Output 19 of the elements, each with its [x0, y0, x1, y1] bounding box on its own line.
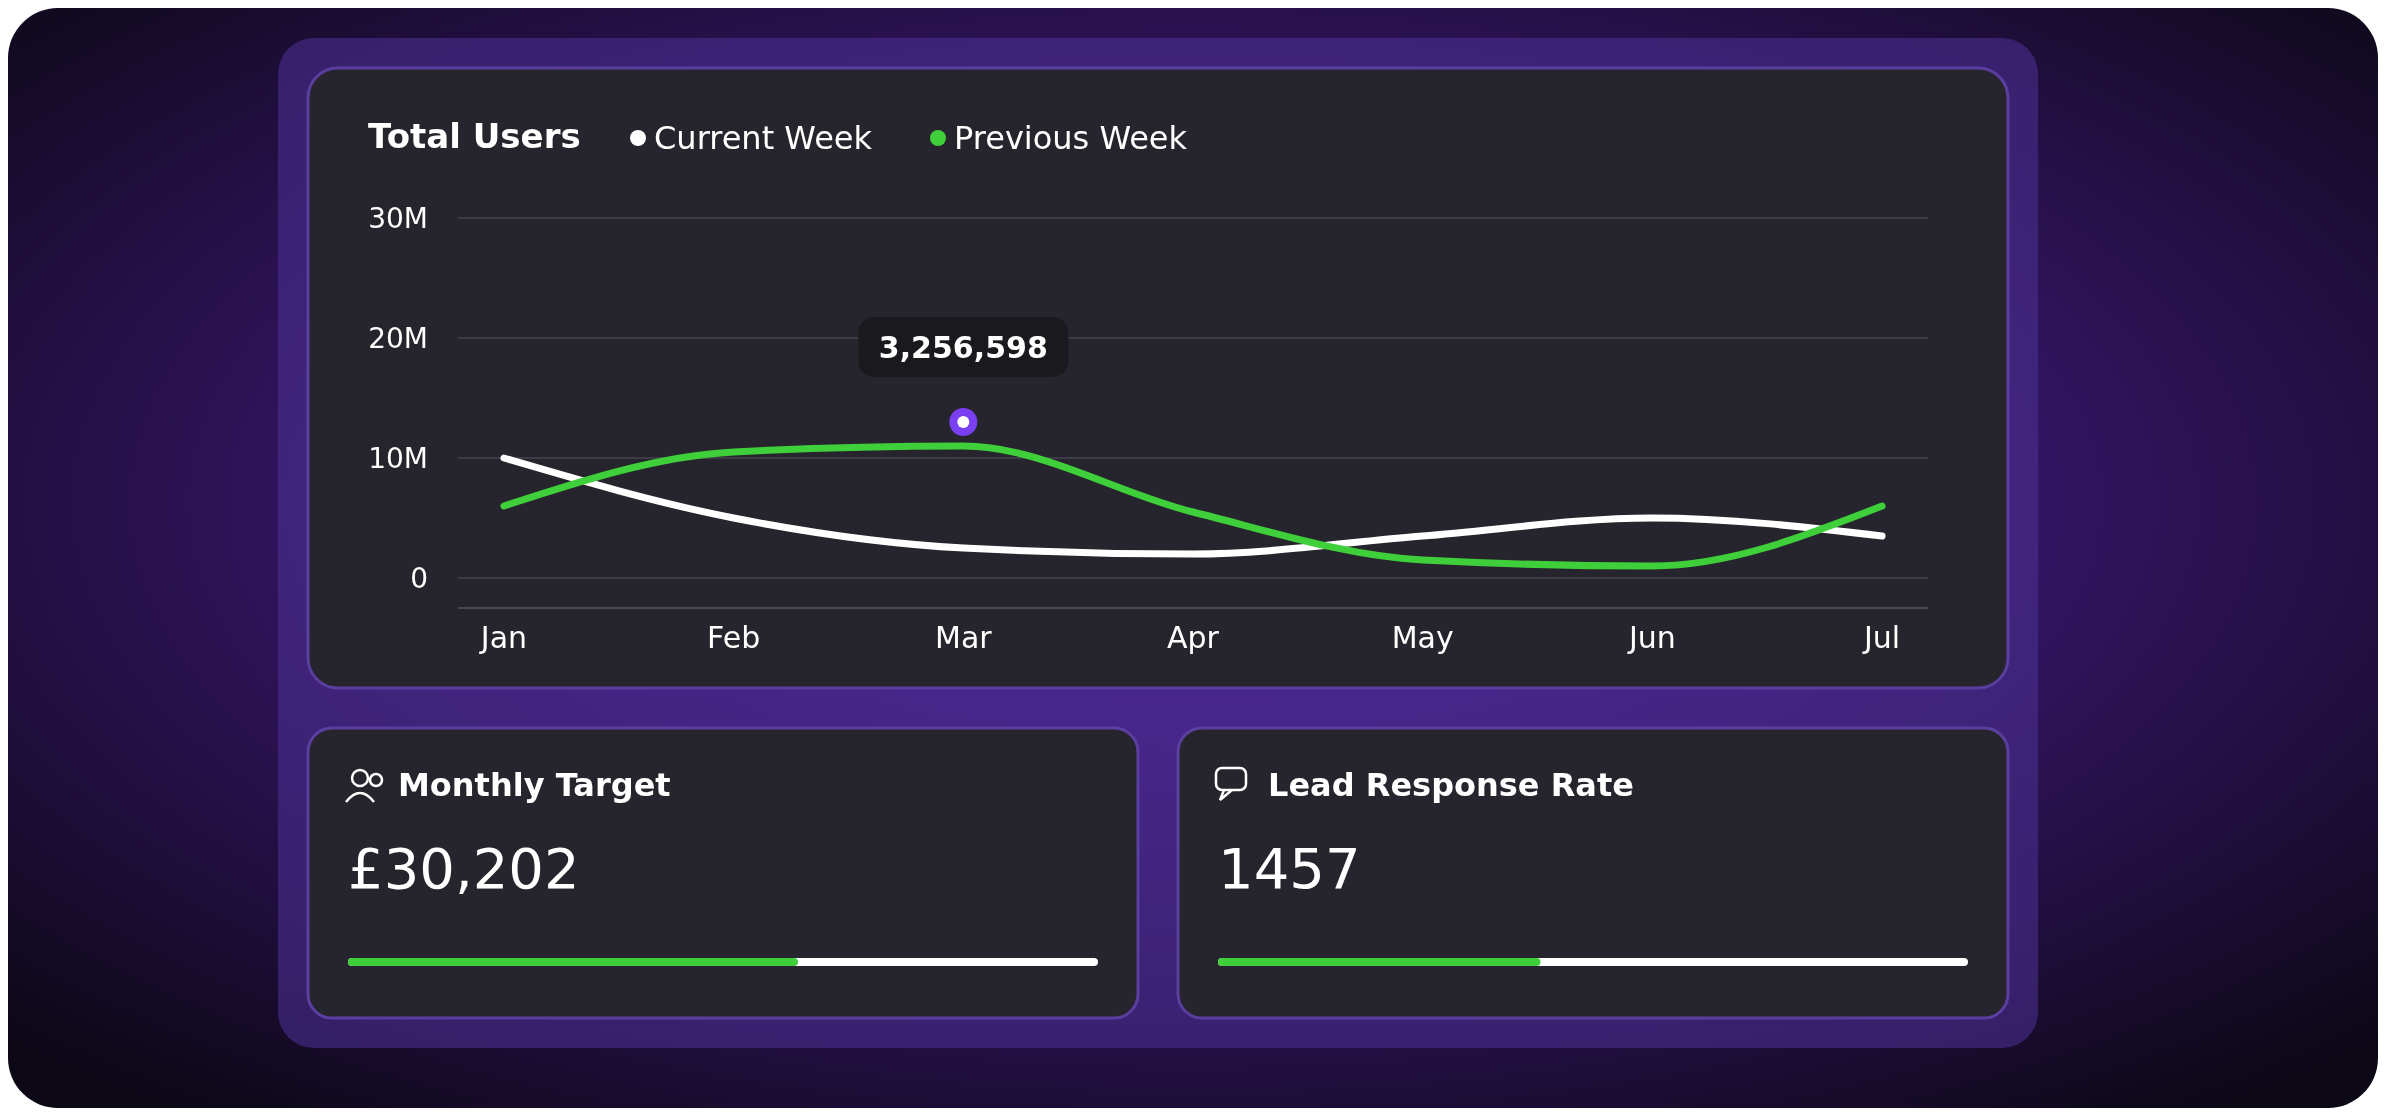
y-tick-label: 10M [368, 441, 428, 475]
x-tick-label: Jan [478, 620, 528, 655]
annotation: 3,256,598 [878, 330, 1048, 365]
text: Monthly Target [398, 766, 671, 804]
y-tick-label: 20M [368, 321, 428, 355]
x-tick-label: Mar [935, 620, 993, 655]
x-tick-label: Apr [1167, 620, 1220, 655]
text: £30,202 [348, 836, 580, 901]
x-tick-label: Jun [1626, 620, 1676, 655]
y-tick-label: 30M [368, 201, 428, 235]
legend-label: Current Week [654, 119, 873, 157]
x-tick-label: Feb [707, 620, 761, 655]
legend-label: Previous Week [954, 119, 1188, 157]
y-tick-label: 0 [410, 561, 428, 595]
x-tick-label: May [1391, 620, 1454, 655]
chart-title: Total Users [368, 116, 581, 156]
text: Lead Response Rate [1268, 766, 1634, 804]
x-tick-label: Jul [1861, 620, 1901, 655]
text: 1457 [1218, 836, 1361, 901]
